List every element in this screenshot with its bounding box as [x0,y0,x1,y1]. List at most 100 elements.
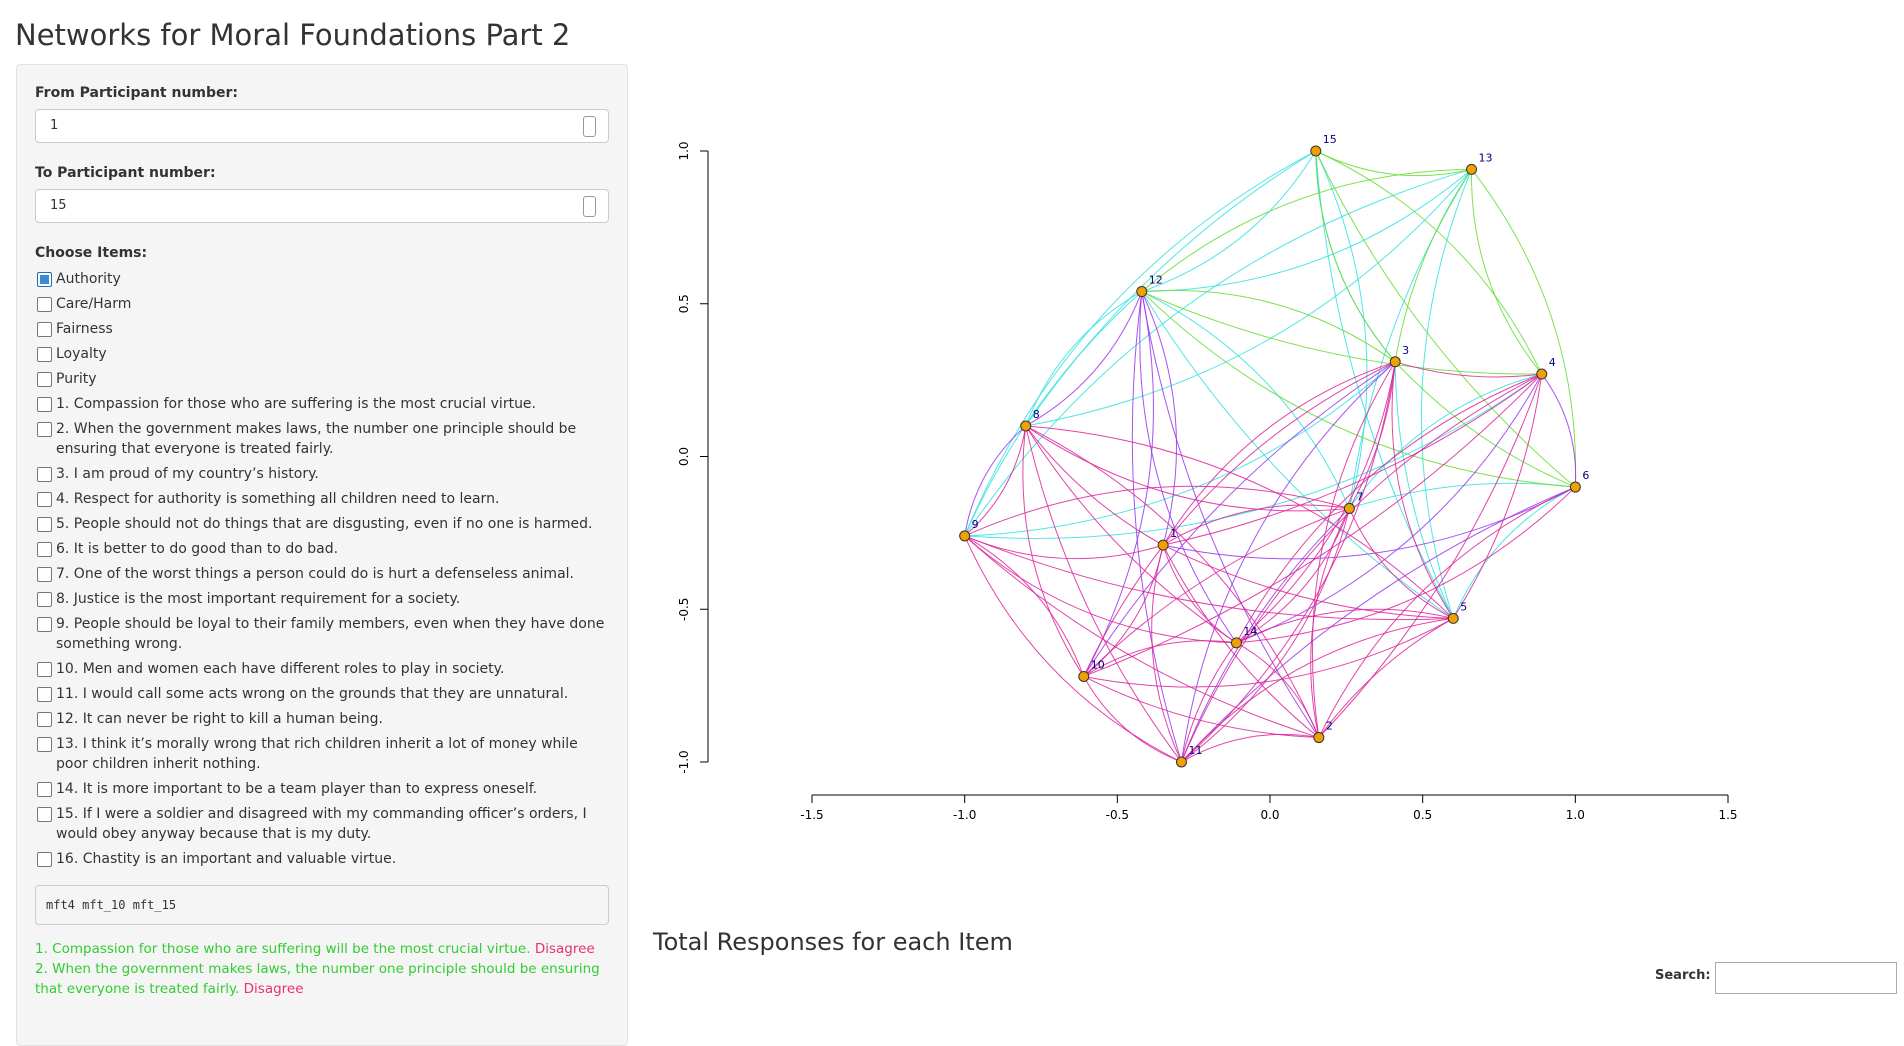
checkbox-label: 11. I would call some acts wrong on the … [56,686,569,702]
edge [1452,486,1576,619]
checkbox[interactable] [37,712,52,727]
checkbox[interactable] [37,687,52,702]
node-label: 15 [1323,133,1337,146]
node [1020,420,1032,432]
checkbox[interactable] [37,517,52,532]
checkbox-label: 15. If I were a soldier and disagreed wi… [56,806,587,842]
checkbox[interactable] [37,347,52,362]
checkbox-item[interactable]: 4. Respect for authority is something al… [35,489,609,509]
edge [1139,291,1237,644]
node [1536,368,1548,380]
edge [1318,373,1543,738]
checkbox-item[interactable]: 6. It is better to do good than to do ba… [35,539,609,559]
edge [1235,373,1542,644]
edge [1315,150,1543,375]
edges [964,150,1577,763]
edge [1541,373,1577,488]
checkbox-label: 6. It is better to do good than to do ba… [56,541,339,557]
network-plot: -1.5 -1.0 -0.5 0.0 0.5 1.0 1.5 -1.0 -0.5 0.0 0.5 1.… [677,133,1738,822]
page-title: Networks for Moral Foundations Part 2 [15,18,571,52]
response-item: 2. When the government makes laws, the n… [35,961,600,997]
edge [964,485,1350,537]
to-input[interactable]: 15 [35,189,609,223]
node-label: 5 [1460,600,1467,613]
checkbox[interactable] [37,807,52,822]
checkbox-item[interactable]: 13. I think it’s morally wrong that rich… [35,734,609,774]
node-label: 1 [1170,527,1177,540]
checkbox[interactable] [37,372,52,387]
spinner[interactable] [583,116,596,137]
checkbox[interactable] [37,297,52,312]
checkbox-item[interactable]: 11. I would call some acts wrong on the … [35,684,609,704]
edge [1025,425,1164,546]
edge [1391,361,1454,619]
edge [1318,617,1454,738]
checkbox-item[interactable]: Loyalty [35,344,609,364]
to-label: To Participant number: [35,165,216,181]
edge [1311,361,1396,738]
node [1136,286,1148,298]
checkbox[interactable] [37,617,52,632]
sidebar: From Participant number: 1 To Participan… [16,64,628,1046]
edge [964,425,1027,537]
edge [1141,168,1472,293]
checkbox[interactable] [37,737,52,752]
node [1157,539,1169,551]
checkbox[interactable] [37,592,52,607]
edge [1083,291,1154,677]
checkbox-label: 5. People should not do things that are … [56,516,593,532]
checkbox-label: Loyalty [56,346,107,362]
checkbox-item[interactable]: 8. Justice is the most important require… [35,589,609,609]
to-value: 15 [50,198,67,213]
node-label: 3 [1402,344,1409,357]
checkbox-item[interactable]: 10. Men and women each have different ro… [35,659,609,679]
node-label: 13 [1479,151,1493,164]
checkbox[interactable] [37,272,52,287]
checkbox-label: 13. I think it’s morally wrong that rich… [56,736,578,772]
checkbox-item[interactable]: 3. I am proud of my country’s history. [35,464,609,484]
edge [964,535,1085,677]
checkbox[interactable] [37,542,52,557]
checkbox-label: 8. Justice is the most important require… [56,591,461,607]
edge [1083,507,1350,677]
checkbox-item[interactable]: 9. People should be loyal to their famil… [35,614,609,654]
checkbox-item[interactable]: Fairness [35,319,609,339]
edge [964,150,1317,537]
checkbox-item[interactable]: 2. When the government makes laws, the n… [35,419,609,459]
checkbox-item[interactable]: 12. It can never be right to kill a huma… [35,709,609,729]
response-value: Disagree [534,941,595,957]
from-input[interactable]: 1 [35,109,609,143]
y-tick-label: -0.5 [677,598,691,621]
checkbox[interactable] [37,567,52,582]
search-input[interactable] [1715,962,1897,994]
checkbox-item[interactable]: 1. Compassion for those who are sufferin… [35,394,609,414]
checkbox[interactable] [37,852,52,867]
response-line: 1. Compassion for those who are sufferin… [35,939,609,959]
checkbox-item[interactable]: Care/Harm [35,294,609,314]
node [1569,481,1581,493]
page: Networks for Moral Foundations Part 2 Fr… [15,18,1897,1046]
checkbox-label: Purity [56,371,97,387]
checkbox-item[interactable]: 16. Chastity is an important and valuabl… [35,849,609,869]
edge [1083,373,1543,677]
checkbox[interactable] [37,782,52,797]
edge [1141,150,1317,293]
x-tick-label: -1.5 [800,808,823,822]
checkbox[interactable] [37,662,52,677]
edge [1181,617,1454,763]
edge [964,291,1143,537]
checkbox[interactable] [37,492,52,507]
checkbox[interactable] [37,422,52,437]
checkbox[interactable] [37,467,52,482]
checkbox[interactable] [37,397,52,412]
checkbox[interactable] [37,322,52,337]
checkbox-item[interactable]: Authority [35,269,609,289]
checkbox-label: 10. Men and women each have different ro… [56,661,505,677]
spinner[interactable] [583,196,596,217]
checkbox-item[interactable]: 7. One of the worst things a person coul… [35,564,609,584]
checkbox-item[interactable]: 14. It is more important to be a team pl… [35,779,609,799]
checkbox-item[interactable]: 5. People should not do things that are … [35,514,609,534]
checkbox-item[interactable]: 15. If I were a soldier and disagreed wi… [35,804,609,844]
edge [1025,425,1237,644]
checkbox-item[interactable]: Purity [35,369,609,389]
